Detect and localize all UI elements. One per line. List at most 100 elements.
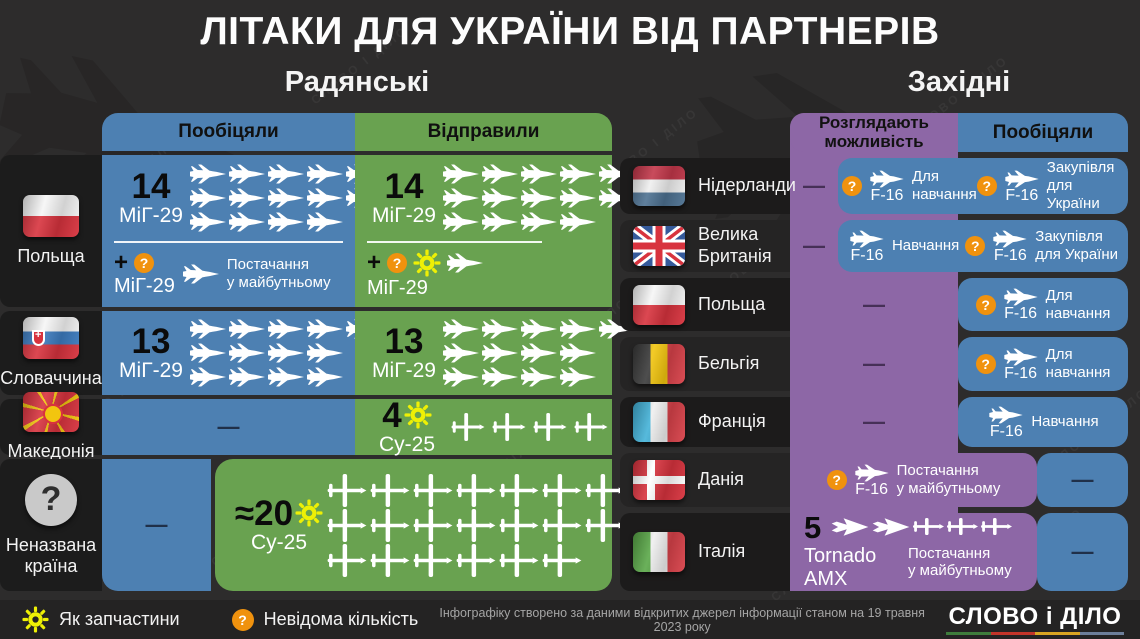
slovo-i-dilo-logo: СЛОВО і ДІЛО xyxy=(946,602,1124,635)
section-label-soviet: Радянські xyxy=(284,66,430,98)
spare-parts-gear-icon xyxy=(413,249,441,277)
plane-icon xyxy=(229,367,265,387)
plane-icon xyxy=(492,413,526,441)
country-label-slovakia: Словаччина xyxy=(0,311,102,395)
country-name: Польща xyxy=(698,293,766,314)
plane-icon xyxy=(456,543,496,577)
macedonia-sent-cell: 4 Су-25 xyxy=(355,398,612,456)
plane-icon xyxy=(451,413,485,441)
plane-grid xyxy=(443,163,635,233)
plane-icon xyxy=(482,319,518,339)
plane-row xyxy=(190,211,382,233)
flag-poland-icon xyxy=(633,284,685,325)
unknown-quantity-icon xyxy=(826,470,847,490)
promise-entry: F-16 Для навчання xyxy=(975,287,1110,322)
plane-grid xyxy=(449,413,610,441)
promise-entry: F-16 Для навчання xyxy=(842,168,977,203)
plane-label: F-16 xyxy=(855,480,889,498)
plane-icon xyxy=(521,212,557,232)
poland-promised-cell: 14 МіГ-29 + МіГ-29 Постачання у майбутнь… xyxy=(102,155,382,307)
slovakia-sent-cell: 13 МіГ-29 xyxy=(355,311,635,395)
row-poland-western: Польща — F-16 Для навчання xyxy=(620,278,1128,331)
plane-row xyxy=(443,211,635,233)
plane-icon xyxy=(182,264,219,284)
spare-parts-gear-icon xyxy=(22,606,49,633)
plane-icon xyxy=(482,212,518,232)
plane-icon xyxy=(1005,170,1039,187)
country-label-unnamed: Неназвана країна xyxy=(0,459,102,591)
plane-icon xyxy=(268,319,304,339)
poland-sent-cell: 14 МіГ-29 + МіГ-29 xyxy=(355,155,635,307)
country-label-macedonia: Македонія xyxy=(0,392,102,461)
italy-promised-cell: — xyxy=(1037,513,1128,591)
plane-icon xyxy=(229,343,265,363)
country-label-belgium: Бельгія xyxy=(620,337,790,391)
plane-icon xyxy=(1002,347,1040,367)
plane-icon xyxy=(327,473,367,507)
plane-icon xyxy=(413,473,453,507)
plane-icon xyxy=(1002,287,1040,307)
plane-icon xyxy=(991,229,1029,249)
empty-dash: — xyxy=(145,512,168,537)
plane-icon xyxy=(482,367,518,387)
flag-uk-icon xyxy=(633,226,685,266)
plane-row xyxy=(190,187,382,209)
legend-label: Як запчастини xyxy=(59,609,180,629)
country-label-denmark: Данія xyxy=(620,453,790,507)
plane-icon xyxy=(190,343,226,363)
divider xyxy=(114,241,343,243)
country-name: Словаччина xyxy=(0,368,102,389)
plane-icon xyxy=(981,517,1013,536)
note: Постачання у майбутньому xyxy=(908,544,1012,580)
netherlands-promised-cell: F-16 Для навчання F-16 Закупівля для Укр… xyxy=(838,158,1128,214)
plane-icon xyxy=(848,229,886,249)
empty-dash: — xyxy=(217,414,240,439)
plane-icon xyxy=(268,164,304,184)
row-unnamed-country: Неназвана країна — ≈20 Су-25 xyxy=(0,459,625,591)
plane-icon xyxy=(599,164,635,184)
plane-icon xyxy=(229,319,265,339)
entry-text: Закупівля для України xyxy=(1035,228,1118,263)
plane-icon xyxy=(872,518,910,536)
plane-label: F-16 xyxy=(1004,364,1038,382)
plane-grid xyxy=(190,318,382,388)
logo-text: СЛОВО і ДІЛО xyxy=(948,602,1122,630)
plane-icon xyxy=(499,473,539,507)
country-name: Польща xyxy=(17,246,85,267)
plane-icon xyxy=(307,319,343,339)
plane-icon xyxy=(574,413,608,441)
plane-icon xyxy=(190,367,226,387)
plane-icon xyxy=(499,543,539,577)
plane-icon xyxy=(521,367,557,387)
footer-bar: Як запчастини Невідома кількість Інфогра… xyxy=(0,600,1140,639)
plane-icon xyxy=(229,164,265,184)
logo-bar-segment xyxy=(1035,631,1080,635)
france-promised-cell: F-16 Навчання xyxy=(958,397,1128,447)
plane-icon xyxy=(190,188,226,208)
page-title: ЛІТАКИ ДЛЯ УКРАЇНИ ВІД ПАРТНЕРІВ xyxy=(200,10,940,53)
plane-icon xyxy=(443,343,479,363)
entry-text: Навчання xyxy=(1031,413,1099,431)
promise-entry: F-16 Для навчання xyxy=(975,346,1110,382)
plane-icon xyxy=(560,367,596,387)
country-label-netherlands: Нідерланди xyxy=(620,158,796,214)
unknown-quantity-icon xyxy=(976,176,997,196)
row-belgium: Бельгія — F-16 Для навчання xyxy=(620,337,1128,391)
aircraft-type: МіГ-29 xyxy=(372,203,436,227)
plane-icon xyxy=(229,212,265,232)
plane-icon xyxy=(853,463,891,483)
plane-row xyxy=(443,187,635,209)
plane-icon xyxy=(370,473,410,507)
unknown-quantity-icon xyxy=(975,294,996,315)
plane-row xyxy=(327,508,625,542)
aircraft-type: МіГ-29 xyxy=(372,358,436,382)
plane-row xyxy=(190,366,382,388)
legend-unknown-quantity: Невідома кількість xyxy=(231,608,418,631)
plane-icon xyxy=(443,367,479,387)
plane-icon xyxy=(370,508,410,542)
plane-icon xyxy=(413,508,453,542)
plane-icon xyxy=(447,252,484,274)
country-name: Данія xyxy=(698,469,744,490)
poland-promised-cell-western: F-16 Для навчання xyxy=(958,278,1128,331)
empty-dash: — xyxy=(863,291,885,317)
